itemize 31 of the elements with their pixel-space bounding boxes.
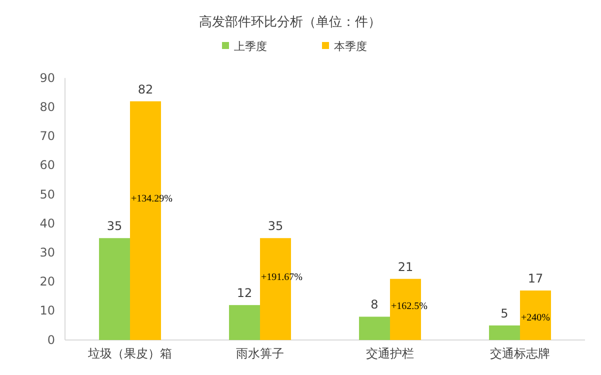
y-tick-label: 0 (47, 332, 55, 347)
data-label: 5 (500, 306, 508, 320)
chart-title: 高发部件环比分析（单位：件） (199, 14, 381, 30)
x-tick-label: 垃圾（果皮）箱 (87, 346, 172, 361)
legend-label: 本季度 (334, 40, 367, 53)
data-label: 12 (236, 286, 252, 300)
bar (520, 290, 551, 340)
y-tick-label: 30 (40, 246, 55, 260)
data-label: 35 (106, 219, 122, 234)
data-label: 35 (268, 219, 284, 234)
y-tick-label: 80 (40, 100, 55, 114)
y-tick-label: 90 (40, 70, 55, 85)
data-label: 21 (398, 260, 414, 274)
annotation: +240% (521, 312, 550, 324)
legend-label: 上季度 (234, 40, 267, 53)
y-tick-label: 50 (40, 187, 55, 202)
y-tick-label: 70 (40, 129, 55, 144)
bar (229, 305, 260, 340)
x-tick-label: 交通标志牌 (490, 346, 550, 361)
data-label: 17 (528, 272, 544, 286)
x-tick-label: 交通护栏 (366, 346, 414, 361)
bar (489, 325, 520, 340)
bar (99, 238, 130, 340)
y-tick-label: 60 (40, 158, 55, 172)
data-label: 82 (138, 82, 154, 96)
y-tick-label: 10 (40, 304, 55, 318)
data-label: 8 (370, 298, 378, 312)
y-tick-label: 20 (40, 274, 55, 289)
bar (359, 316, 390, 340)
y-tick-label: 40 (40, 216, 55, 230)
x-tick-label: 雨水箅子 (236, 346, 284, 361)
